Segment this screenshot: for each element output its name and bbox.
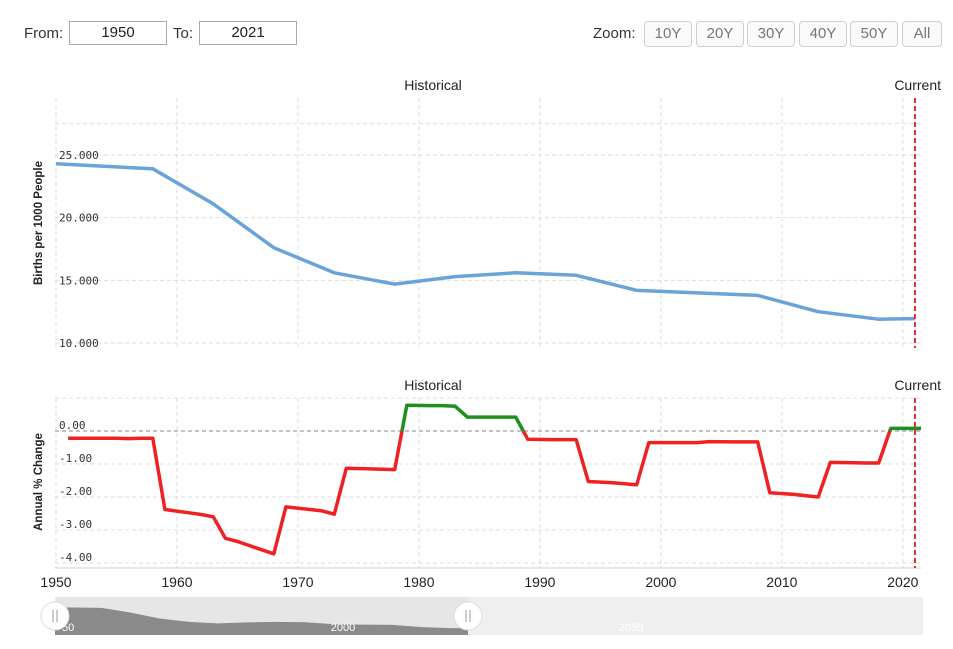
x-tick-label: 1950 [40,574,71,590]
bottom-y-tick-label: 0.00 [59,419,86,432]
bottom-historical-label: Historical [404,377,462,393]
x-tick-label: 1960 [161,574,192,590]
navigator-label-2050: 2050 [619,622,643,634]
top-historical-label: Historical [404,77,462,93]
navigator-right-handle[interactable] [453,601,483,631]
top-chart: 25.000 20.000 15.000 10.000 [55,98,921,350]
toolbar: From: 1950 To: 2021 Zoom: 10Y 20Y 30Y 40… [0,21,953,47]
zoom-30y-button[interactable]: 30Y [747,21,795,47]
zoom-label: Zoom: [593,25,636,42]
zoom-50y-button[interactable]: 50Y [850,21,898,47]
from-date-input[interactable]: 1950 [69,21,167,45]
bottom-y-tick-label: -3.00 [59,518,92,531]
top-y-tick-label: 15.000 [59,274,99,287]
x-tick-label: 2000 [645,574,676,590]
navigator-left-handle[interactable] [40,601,70,631]
birth-rate-line [55,162,916,321]
to-date-input[interactable]: 2021 [199,21,297,45]
zoom-20y-button[interactable]: 20Y [696,21,744,47]
top-y-tick-label: 20.000 [59,212,99,225]
annual-change-increase-segment [888,426,921,432]
x-tick-label: 2020 [887,574,918,590]
annual-change-decrease-segment [521,430,892,499]
navigator-series-area [55,607,468,635]
navigator[interactable]: 50 2000 2050 [40,597,923,635]
top-y-axis-title: Births per 1000 People [33,161,45,285]
navigator-mask [468,597,923,635]
bottom-y-tick-label: -2.00 [59,485,92,498]
top-y-tick-label: 25.000 [59,149,99,162]
x-tick-label: 1970 [282,574,313,590]
top-current-label: Current [894,77,941,93]
navigator-label-2000: 2000 [331,622,355,634]
bottom-y-axis-title: Annual % Change [33,433,45,531]
annual-change-decrease-segment [68,430,404,556]
zoom-10y-button[interactable]: 10Y [644,21,692,47]
bottom-current-label: Current [894,377,941,393]
bottom-chart: 0.00 -1.00 -2.00 -3.00 -4.00 1950 1960 1970 1980… [40,397,921,590]
x-tick-label: 2010 [766,574,797,590]
bottom-y-tick-label: -1.00 [59,452,92,465]
x-tick-label: 1980 [403,574,434,590]
annual-change-increase-segment [400,403,525,432]
zoom-40y-button[interactable]: 40Y [799,21,847,47]
zoom-all-button[interactable]: All [902,21,942,47]
top-y-tick-label: 10.000 [59,337,99,350]
bottom-y-tick-label: -4.00 [59,551,92,564]
x-tick-label: 1990 [524,574,555,590]
to-label: To: [173,25,194,42]
from-label: From: [24,25,64,42]
